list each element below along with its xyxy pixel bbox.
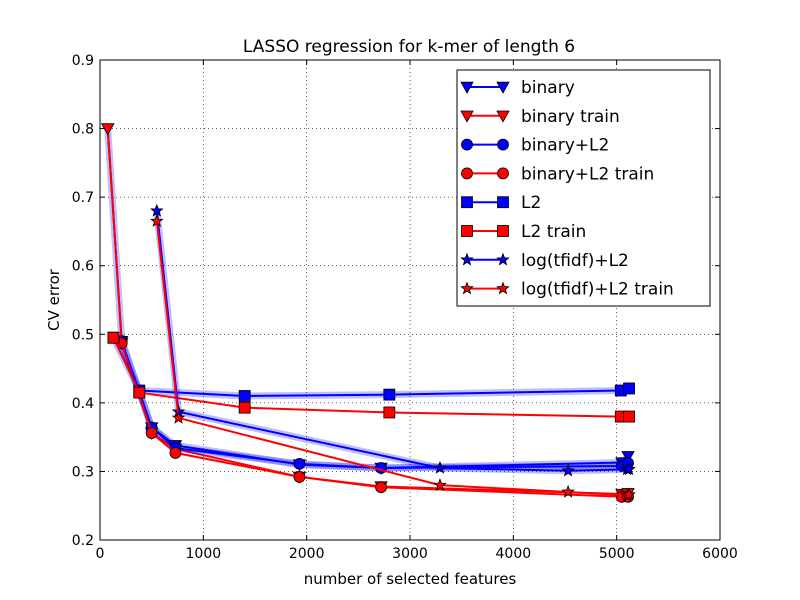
legend-label: binary+L2 xyxy=(521,136,609,156)
legend-entry: binary+L2 xyxy=(461,136,609,156)
y-tick-label: 0.5 xyxy=(72,327,94,343)
data-point xyxy=(622,462,636,476)
y-tick-label: 0.7 xyxy=(72,190,94,206)
data-point xyxy=(433,460,447,474)
data-point xyxy=(238,401,251,414)
y-tick-label: 0.8 xyxy=(72,122,94,138)
y-tick-label: 0.2 xyxy=(72,533,94,549)
x-tick-label: 1000 xyxy=(186,546,222,562)
legend-label: binary xyxy=(521,78,575,98)
x-tick-label: 0 xyxy=(96,546,105,562)
y-tick-label: 0.9 xyxy=(72,53,94,69)
legend-box xyxy=(456,69,711,307)
legend-entry: L2 xyxy=(461,193,541,213)
data-point xyxy=(383,388,396,401)
data-point xyxy=(293,457,306,470)
legend-marker xyxy=(496,281,510,295)
legend-marker xyxy=(497,225,509,237)
legend-entry: binary xyxy=(460,78,575,98)
legend: binary binary train binary+L2 binary+L2 tra… xyxy=(456,69,711,307)
series-line xyxy=(112,337,630,397)
legend-label: binary+L2 train xyxy=(521,164,654,184)
series-layer xyxy=(101,123,636,503)
legend-marker xyxy=(460,110,474,123)
data-point xyxy=(238,390,251,402)
legend-entry: log(tfidf)+L2 xyxy=(460,251,629,271)
series-line xyxy=(112,337,630,418)
series-band xyxy=(110,336,630,400)
legend-marker xyxy=(460,81,474,94)
data-point xyxy=(150,203,164,217)
x-tick-label: 6000 xyxy=(702,546,738,562)
data-point xyxy=(433,477,447,491)
legend-label: L2 xyxy=(521,193,541,213)
data-point xyxy=(561,484,575,498)
legend-marker xyxy=(460,281,474,295)
data-point xyxy=(621,451,635,464)
x-tick-label: 4000 xyxy=(496,546,532,562)
legend-marker xyxy=(497,138,509,151)
y-axis-label: CV error xyxy=(45,268,63,331)
legend-marker xyxy=(461,196,473,209)
legend-marker xyxy=(460,252,474,266)
legend-marker xyxy=(496,110,510,123)
series-5 xyxy=(107,331,635,423)
legend-entry: binary+L2 train xyxy=(461,164,654,184)
x-axis-ticks: 0 1000 2000 3000 4000 5000 6000 xyxy=(96,60,738,562)
legend-marker xyxy=(496,81,510,94)
x-tick-label: 2000 xyxy=(289,546,325,562)
legend-marker xyxy=(497,167,509,180)
legend-entry: L2 train xyxy=(461,222,586,242)
y-tick-label: 0.3 xyxy=(72,464,94,480)
series-3 xyxy=(115,337,634,503)
data-point xyxy=(293,471,306,483)
data-point xyxy=(623,410,635,423)
data-point xyxy=(383,406,396,419)
y-tick-label: 0.4 xyxy=(72,396,94,412)
legend-label: binary train xyxy=(521,107,620,127)
series-band xyxy=(118,339,630,472)
legend-entry: binary train xyxy=(460,107,620,127)
data-point xyxy=(622,487,636,501)
data-point xyxy=(561,463,575,477)
x-tick-label: 5000 xyxy=(599,546,635,562)
x-tick-label: 3000 xyxy=(392,546,428,562)
series-7 xyxy=(150,213,636,502)
data-point xyxy=(375,481,387,494)
legend-entry: log(tfidf)+L2 train xyxy=(460,280,674,300)
y-axis-ticks: 0.2 0.3 0.4 0.5 0.6 0.7 0.8 0.9 xyxy=(72,53,720,549)
y-tick-label: 0.6 xyxy=(72,259,94,275)
data-point xyxy=(101,123,115,136)
legend-marker xyxy=(497,196,509,209)
data-point xyxy=(623,382,635,395)
legend-marker xyxy=(461,138,473,151)
legend-marker xyxy=(496,252,510,266)
data-point xyxy=(133,386,146,399)
data-point xyxy=(145,427,158,439)
legend-label: log(tfidf)+L2 train xyxy=(521,280,674,300)
legend-marker xyxy=(461,167,473,180)
data-point xyxy=(169,447,182,459)
data-point xyxy=(107,331,120,344)
series-4 xyxy=(107,331,635,402)
x-axis-label: number of selected features xyxy=(304,570,517,588)
data-point xyxy=(171,410,186,424)
legend-label: log(tfidf)+L2 xyxy=(521,251,629,271)
legend-label: L2 train xyxy=(521,222,586,242)
data-point xyxy=(150,213,164,227)
chart-title: LASSO regression for k-mer of length 6 xyxy=(243,37,575,57)
legend-marker xyxy=(461,225,473,237)
